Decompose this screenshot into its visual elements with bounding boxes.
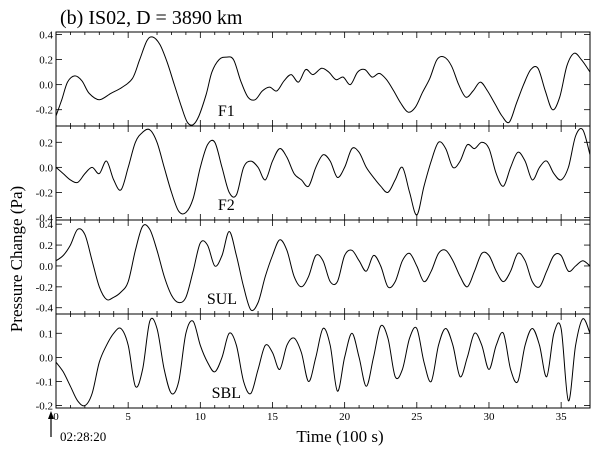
x-axis: 0 5 10 15 20 25 30 35 xyxy=(53,411,567,423)
chart-title: (b) IS02, D = 3890 km xyxy=(60,7,243,29)
x-tick-label: 5 xyxy=(125,411,131,423)
x-tick-label: 35 xyxy=(556,411,568,423)
y-axis-label: Pressure Change (Pa) xyxy=(7,186,26,332)
panel-frame xyxy=(55,313,591,409)
x-tick-label: 25 xyxy=(411,411,423,423)
start-arrow xyxy=(48,411,54,437)
panel-f2: -0.4 -0.2 0.0 0.2 F2 xyxy=(36,125,591,224)
y-tick-label: 0.4 xyxy=(39,219,53,231)
y-tick-label: 0.0 xyxy=(39,352,53,364)
y-tick-label: 0.0 xyxy=(39,162,53,174)
x-tick-label: 10 xyxy=(195,411,207,423)
y-tick-label: -0.4 xyxy=(36,303,54,315)
y-tick-label: -0.2 xyxy=(36,401,53,413)
series-line-f2 xyxy=(55,128,591,216)
y-tick-label: 0.2 xyxy=(39,137,53,149)
y-tick-label: -0.2 xyxy=(36,105,53,117)
x-tick-label: 20 xyxy=(339,411,351,423)
panel-frame xyxy=(55,219,591,315)
y-tick-label: 0.2 xyxy=(39,55,53,67)
series-line-sul xyxy=(55,224,591,312)
panel-f1: -0.2 0.0 0.2 0.4 F1 xyxy=(36,30,591,127)
panel-frame xyxy=(55,31,591,127)
panel-label: F2 xyxy=(218,197,235,214)
x-axis-label: Time (100 s) xyxy=(296,427,383,446)
y-tick-label: 0.1 xyxy=(39,328,53,340)
start-arrow-head xyxy=(48,411,54,419)
y-tick-label: -0.2 xyxy=(36,282,53,294)
panel-sbl: -0.2 -0.1 0.0 0.1 SBL xyxy=(36,313,591,413)
y-tick-label: -0.1 xyxy=(36,376,53,388)
y-tick-label: -0.4 xyxy=(36,212,54,224)
y-tick-label: 0.0 xyxy=(39,261,53,273)
x-tick-label: 0 xyxy=(53,411,59,423)
y-tick-label: -0.2 xyxy=(36,187,53,199)
y-tick-label: 0.4 xyxy=(39,30,53,42)
panel-label: SBL xyxy=(212,385,241,402)
panel-sul: -0.4 -0.2 0.0 0.2 0.4 SUL xyxy=(36,219,591,315)
x-tick-label: 15 xyxy=(267,411,279,423)
series-line-f1 xyxy=(55,36,591,126)
start-time-label: 02:28:20 xyxy=(60,429,106,444)
series-line-sbl xyxy=(55,317,591,407)
y-tick-label: 0.2 xyxy=(39,240,53,252)
panel-label: F1 xyxy=(218,103,235,120)
y-tick-label: 0.0 xyxy=(39,80,53,92)
panel-label: SUL xyxy=(207,291,237,308)
x-tick-label: 30 xyxy=(483,411,495,423)
panels-group: -0.2 0.0 0.2 0.4 F1 -0.4 -0.2 0.0 0.2 F2 -0.4 -0.2 0… xyxy=(36,30,591,413)
